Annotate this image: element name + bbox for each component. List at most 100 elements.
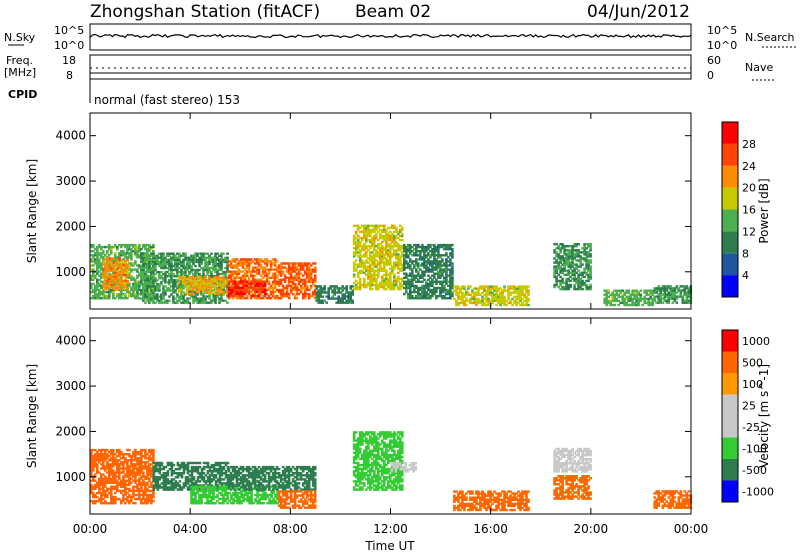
heatmap-cell <box>226 270 229 274</box>
heatmap-cell <box>369 234 372 238</box>
heatmap-cell <box>197 276 201 279</box>
heatmap-cell <box>589 245 592 248</box>
heatmap-cell <box>94 502 97 505</box>
heatmap-cell <box>399 283 402 287</box>
heatmap-cell <box>463 293 466 296</box>
heatmap-cell <box>179 278 183 281</box>
heatmap-cell <box>275 270 279 273</box>
heatmap-cell <box>417 245 420 249</box>
heatmap-cell <box>182 272 185 276</box>
heatmap-cell <box>495 299 498 303</box>
heatmap-cell <box>603 297 606 301</box>
heatmap-cell <box>435 290 438 294</box>
heatmap-cell <box>443 254 446 257</box>
colorbar-swatch <box>722 253 738 276</box>
heatmap-cell <box>261 266 265 269</box>
heatmap-cell <box>371 238 374 242</box>
heatmap-cell <box>166 260 169 264</box>
heatmap-cell <box>299 268 303 271</box>
heatmap-cell <box>419 292 422 296</box>
heatmap-cell <box>365 240 368 244</box>
heatmap-cell <box>130 481 133 484</box>
heatmap-cell <box>397 279 400 283</box>
heatmap-cell <box>212 293 215 296</box>
heatmap-cell <box>613 297 616 301</box>
heatmap-cell <box>220 297 223 300</box>
heatmap-cell <box>102 275 106 279</box>
heatmap-cell <box>176 272 179 276</box>
heatmap-cell <box>150 252 153 255</box>
heatmap-cell <box>96 245 99 249</box>
heatmap-cell <box>352 265 356 268</box>
heatmap-cell <box>136 457 139 460</box>
heatmap-cell <box>295 288 299 292</box>
heatmap-cell <box>104 269 108 272</box>
heatmap-cell <box>356 240 360 244</box>
heatmap-cell <box>140 469 143 472</box>
heatmap-cell <box>631 301 634 305</box>
heatmap-cell <box>259 278 263 281</box>
heatmap-cell <box>303 290 307 294</box>
heatmap-cell <box>130 459 133 462</box>
heatmap-cell <box>148 250 151 253</box>
heatmap-cell <box>120 252 123 255</box>
heatmap-cell <box>90 469 93 472</box>
heatmap-cell <box>369 257 372 260</box>
heatmap-cell <box>659 301 662 304</box>
heatmap-cell <box>160 275 163 278</box>
heatmap-cell <box>94 479 97 482</box>
heatmap-cell <box>409 282 412 286</box>
heatmap-cell <box>231 270 235 273</box>
heatmap-cell <box>148 245 151 249</box>
heatmap-cell <box>291 270 295 273</box>
heatmap-cell <box>224 272 227 276</box>
heatmap-cell <box>665 293 669 296</box>
heatmap-cell <box>102 457 105 460</box>
heatmap-cell <box>154 467 158 471</box>
heatmap-cell <box>110 481 113 484</box>
heatmap-cell <box>122 499 125 503</box>
heatmap-cell <box>267 294 271 298</box>
heatmap-cell <box>387 253 390 256</box>
heatmap-cell <box>98 461 101 464</box>
heatmap-cell <box>239 282 243 285</box>
heatmap-cell <box>158 262 161 266</box>
heatmap-cell <box>92 493 95 497</box>
heatmap-cell <box>447 248 450 251</box>
heatmap-cell <box>187 278 191 281</box>
heatmap-cell <box>559 269 562 272</box>
heatmap-cell <box>200 266 203 270</box>
heatmap-cell <box>146 499 149 503</box>
heatmap-cell <box>100 481 103 484</box>
heatmap-cell <box>224 299 227 302</box>
heatmap-cell <box>265 262 269 265</box>
heatmap-cell <box>389 271 392 274</box>
heatmap-cell <box>555 275 558 279</box>
heatmap-cell <box>403 256 406 259</box>
heatmap-cell <box>140 471 143 474</box>
heatmap-cell <box>567 269 570 272</box>
heatmap-cell <box>573 279 576 283</box>
heatmap-cell <box>110 489 113 493</box>
heatmap-cell <box>96 284 99 288</box>
heatmap-cell <box>92 463 95 466</box>
heatmap-cell <box>439 274 442 277</box>
heatmap-cell <box>443 284 446 288</box>
heatmap-cell <box>469 297 472 301</box>
heatmap-cell <box>174 254 177 257</box>
heatmap-cell <box>164 266 167 270</box>
heatmap-cell <box>130 254 133 257</box>
heatmap-cell <box>154 289 157 292</box>
heatmap-cell <box>152 461 156 465</box>
heatmap-cell <box>301 286 305 290</box>
heatmap-cell <box>90 284 93 288</box>
heatmap-cell <box>192 299 195 302</box>
heatmap-cell <box>657 285 660 288</box>
heatmap-cell <box>261 286 265 289</box>
heatmap-cell <box>235 288 239 292</box>
heatmap-cell <box>395 281 398 285</box>
heatmap-cell <box>397 257 400 260</box>
heatmap-cell <box>383 226 386 230</box>
heatmap-cell <box>341 301 344 304</box>
heatmap-cell <box>509 299 512 303</box>
